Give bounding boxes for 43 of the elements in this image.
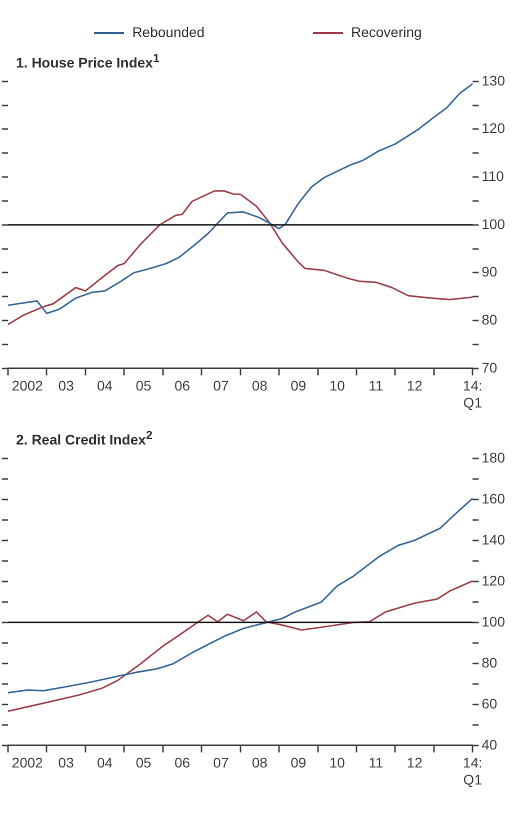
y-tick-label: 80 xyxy=(482,654,498,670)
y-tick-label: 90 xyxy=(482,264,498,280)
chart-title: 2. Real Credit Index$^{2}$ xyxy=(15,429,154,448)
y-tick-label: 140 xyxy=(482,531,506,548)
y-tick-label: 80 xyxy=(482,311,498,328)
y-tick-label: 160 xyxy=(482,490,506,506)
y-tick-label: 120 xyxy=(482,120,506,136)
x-tick-label: 2002 xyxy=(12,754,44,771)
x-tick-label: 2002 xyxy=(12,378,44,394)
x-tick-label: 06 xyxy=(174,378,190,394)
x-tick-label: 11 xyxy=(368,378,384,394)
x-tick-label: 06 xyxy=(174,754,190,771)
y-tick-label: 70 xyxy=(482,359,498,376)
x-tick-label: 05 xyxy=(136,754,152,771)
x-tick-label: 08 xyxy=(252,378,268,394)
y-tick-label: 110 xyxy=(482,168,504,184)
y-tick-label: 120 xyxy=(482,572,506,588)
y-tick-label: 100 xyxy=(482,613,506,630)
y-tick-label: 130 xyxy=(482,72,506,88)
y-tick-label: 180 xyxy=(482,449,506,466)
chart-title: 1. House Price Index$^{1}$ xyxy=(15,52,160,71)
x-tick-label: 09 xyxy=(290,754,306,771)
x-tick-label: 05 xyxy=(136,378,152,394)
x-tick-label: 07 xyxy=(213,378,229,394)
x-tick-label: 08 xyxy=(252,754,268,771)
x-tick-label: 09 xyxy=(290,378,306,394)
x-tick-label: 03 xyxy=(58,378,74,394)
x-tick-label: 12 xyxy=(406,754,423,771)
legend-label: Rebounded xyxy=(132,24,205,40)
x-tick-label: 03 xyxy=(58,754,74,771)
y-tick-label: 60 xyxy=(482,695,498,712)
x-tick-label: 14: Q1 xyxy=(462,378,482,410)
x-tick-label: 11 xyxy=(368,754,384,771)
x-tick-label: 10 xyxy=(329,754,346,771)
x-tick-label: 14: Q1 xyxy=(462,754,482,788)
x-tick-label: 04 xyxy=(97,754,113,771)
y-tick-label: 40 xyxy=(482,736,498,752)
y-tick-label: 100 xyxy=(482,216,506,232)
x-tick-label: 12 xyxy=(406,378,423,394)
x-tick-label: 04 xyxy=(97,378,113,394)
x-tick-label: 10 xyxy=(329,378,346,394)
x-tick-label: 07 xyxy=(213,754,229,771)
legend-label: Recovering xyxy=(350,24,422,40)
